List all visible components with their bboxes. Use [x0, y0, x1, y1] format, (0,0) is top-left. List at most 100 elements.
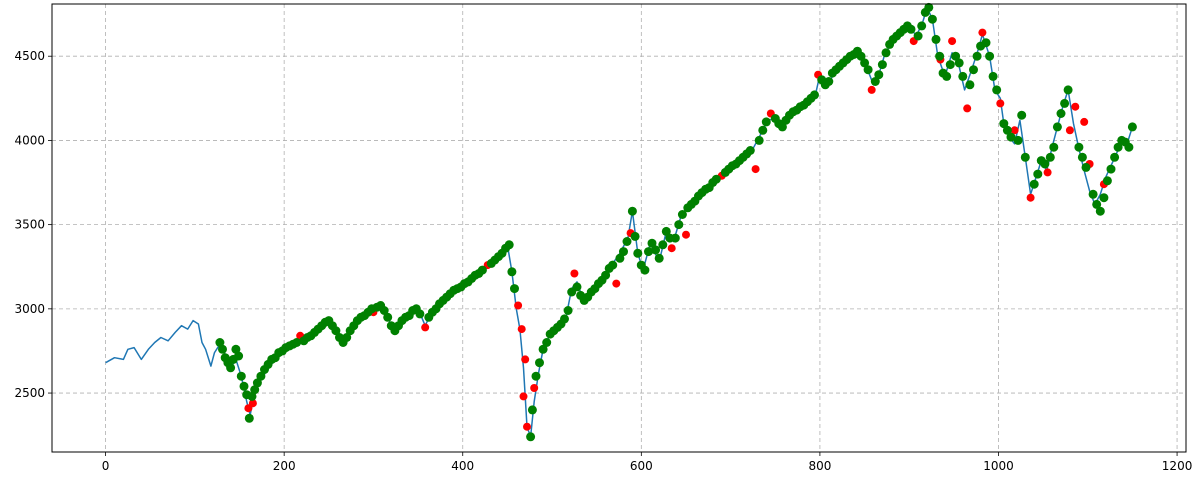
- green-point: [1077, 152, 1087, 162]
- green-point: [1006, 132, 1016, 142]
- green-point: [622, 237, 632, 246]
- green-point: [1049, 142, 1059, 152]
- red-marker-group: [244, 28, 1108, 431]
- red-point: [978, 28, 987, 37]
- green-point: [379, 306, 389, 315]
- green-point: [542, 338, 552, 347]
- green-point: [507, 267, 517, 277]
- green-point: [1045, 152, 1055, 162]
- y-tick-label: 3000: [14, 302, 45, 316]
- green-point: [538, 344, 548, 354]
- green-point: [234, 351, 244, 361]
- red-point: [1026, 193, 1035, 202]
- green-point: [1029, 179, 1039, 189]
- green-point: [942, 71, 952, 81]
- red-point: [667, 244, 676, 253]
- green-point: [969, 65, 978, 75]
- red-point: [751, 165, 760, 174]
- green-point: [860, 58, 870, 68]
- y-tick-label: 3500: [14, 218, 45, 232]
- green-point: [877, 60, 887, 70]
- green-point: [992, 85, 1002, 95]
- y-tick-label: 4500: [14, 49, 45, 63]
- green-point: [1060, 98, 1070, 108]
- green-point: [931, 34, 941, 44]
- red-point: [521, 355, 530, 364]
- red-point: [530, 384, 539, 392]
- x-tick-label: 0: [102, 459, 110, 473]
- green-point: [1124, 142, 1134, 152]
- green-point: [1002, 125, 1012, 135]
- green-point: [640, 265, 650, 275]
- green-point: [711, 174, 721, 184]
- green-point: [1074, 142, 1084, 152]
- x-tick-label: 600: [630, 459, 653, 473]
- green-point: [477, 265, 487, 275]
- green-point: [239, 381, 249, 391]
- green-point: [256, 371, 266, 381]
- green-point: [958, 71, 968, 81]
- green-point: [754, 135, 764, 145]
- grid-lines: [52, 4, 1186, 452]
- green-point: [1033, 169, 1043, 179]
- green-point: [218, 344, 227, 354]
- red-point: [1010, 126, 1019, 135]
- green-point: [945, 60, 955, 70]
- green-point: [1113, 142, 1123, 152]
- green-point: [236, 371, 246, 381]
- green-point: [988, 71, 998, 81]
- green-point: [1110, 152, 1120, 162]
- green-point: [1092, 199, 1102, 209]
- green-point: [1095, 206, 1105, 216]
- red-point: [996, 99, 1005, 108]
- green-point: [633, 248, 643, 258]
- green-point: [572, 282, 582, 292]
- green-point: [531, 371, 541, 381]
- y-tick-label: 2500: [14, 386, 45, 400]
- green-point: [1106, 164, 1116, 174]
- green-point: [226, 363, 236, 373]
- red-point: [1043, 168, 1052, 177]
- green-point: [981, 38, 991, 48]
- green-point: [1081, 162, 1091, 172]
- green-point: [630, 231, 640, 241]
- green-point: [644, 247, 653, 257]
- x-tick-label: 800: [808, 459, 831, 473]
- green-point: [1102, 176, 1112, 186]
- x-tick-label: 1000: [983, 459, 1014, 473]
- green-point: [677, 210, 687, 219]
- x-tick-label: 200: [273, 459, 296, 473]
- green-point: [972, 51, 982, 61]
- green-point: [560, 314, 569, 324]
- red-point: [612, 279, 621, 288]
- green-point: [563, 306, 573, 315]
- red-point: [570, 269, 579, 278]
- green-point: [924, 2, 934, 12]
- green-point: [906, 24, 916, 34]
- green-point: [1020, 152, 1030, 162]
- green-point: [935, 51, 945, 61]
- y-tick-label: 4000: [14, 133, 45, 147]
- green-point: [658, 240, 668, 250]
- red-point: [948, 37, 957, 46]
- green-point: [745, 146, 755, 155]
- green-point: [651, 245, 661, 255]
- red-point: [867, 85, 876, 94]
- red-point: [1080, 117, 1089, 126]
- red-point: [421, 323, 430, 332]
- green-point: [913, 31, 923, 41]
- green-point: [674, 220, 684, 230]
- green-point: [608, 260, 618, 270]
- green-point: [810, 90, 819, 100]
- green-point: [1052, 122, 1062, 132]
- green-point: [383, 312, 393, 322]
- red-point: [517, 325, 526, 334]
- green-point: [627, 206, 637, 216]
- green-point: [965, 80, 975, 90]
- green-point: [927, 14, 937, 24]
- green-point: [881, 48, 891, 58]
- green-point: [1127, 122, 1137, 132]
- green-marker-group: [215, 2, 1137, 442]
